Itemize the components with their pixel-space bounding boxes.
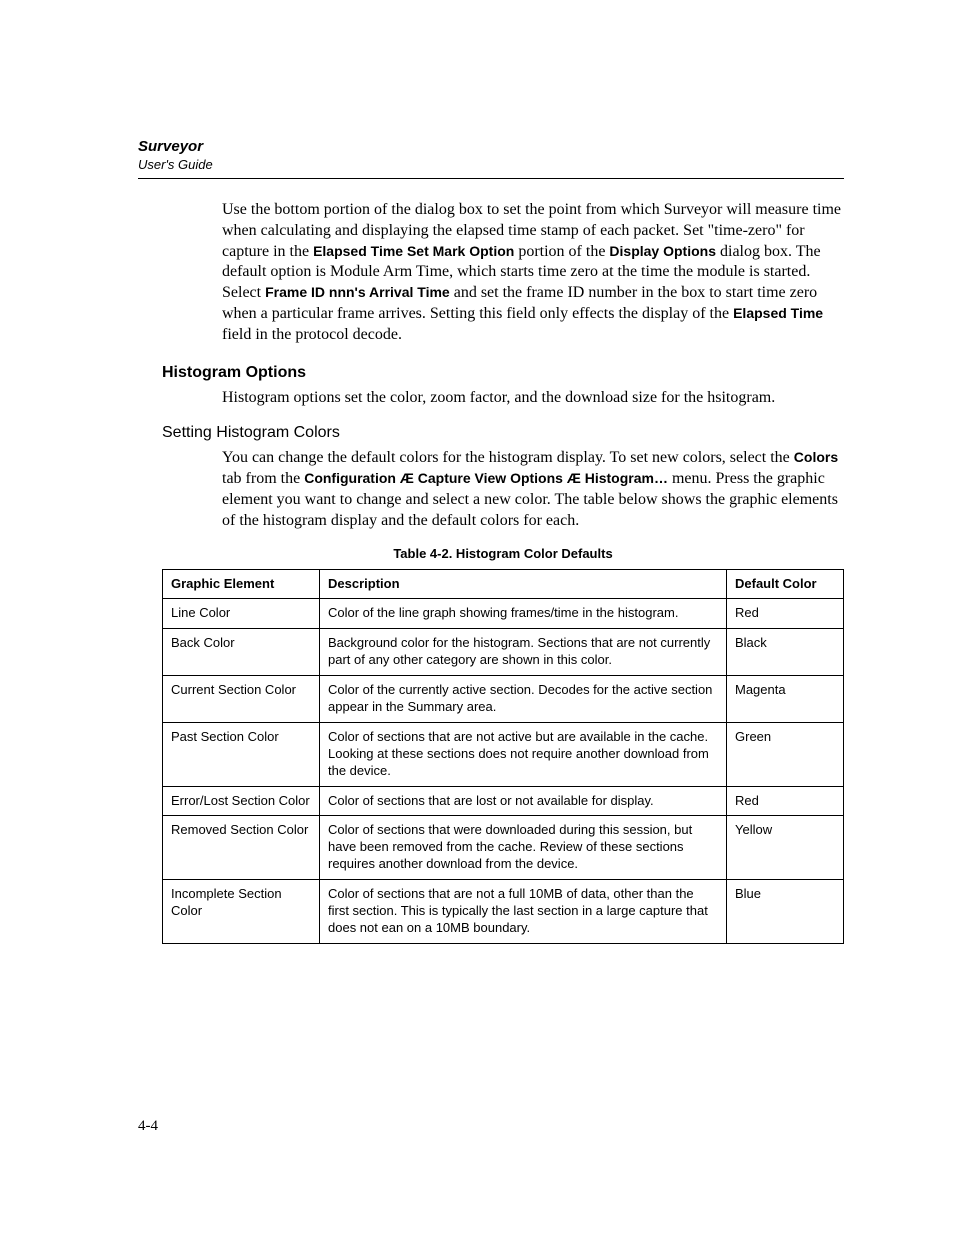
table-cell: Line Color [163,599,320,629]
table-cell: Color of sections that were downloaded d… [320,816,727,880]
table-cell: Incomplete Section Color [163,880,320,944]
ui-label-frame-id-arrival: Frame ID nnn's Arrival Time [265,284,450,300]
table-cell: Past Section Color [163,722,320,786]
ui-label-display-options: Display Options [609,243,716,259]
paragraph-elapsed-time: Use the bottom portion of the dialog box… [222,200,844,346]
table-cell: Red [727,599,844,629]
table-caption: Table 4-2. Histogram Color Defaults [162,546,844,561]
table-header-row: Graphic Element Description Default Colo… [163,569,844,599]
table-body: Line ColorColor of the line graph showin… [163,599,844,943]
text-run: You can change the default colors for th… [222,449,794,466]
table-row: Incomplete Section ColorColor of section… [163,880,844,944]
table-cell: Current Section Color [163,676,320,723]
table-cell: Error/Lost Section Color [163,786,320,816]
heading-histogram-options: Histogram Options [162,364,844,382]
table-cell: Color of the line graph showing frames/t… [320,599,727,629]
table-cell: Background color for the histogram. Sect… [320,629,727,676]
table-row: Back ColorBackground color for the histo… [163,629,844,676]
ui-label-elapsed-time-field: Elapsed Time [733,305,823,321]
table-row: Past Section ColorColor of sections that… [163,722,844,786]
table-cell: Black [727,629,844,676]
table-cell: Removed Section Color [163,816,320,880]
table-cell: Magenta [727,676,844,723]
doc-title: Surveyor [138,138,844,155]
page-number: 4-4 [138,1118,158,1135]
table-cell: Color of sections that are not active bu… [320,722,727,786]
table-cell: Yellow [727,816,844,880]
running-header: Surveyor User's Guide [138,138,844,179]
table-cell: Color of the currently active section. D… [320,676,727,723]
table-row: Line ColorColor of the line graph showin… [163,599,844,629]
page: Surveyor User's Guide Use the bottom por… [0,0,954,1235]
ui-label-colors-tab: Colors [794,449,838,465]
paragraph-setting-colors: You can change the default colors for th… [222,448,844,531]
ui-menu-path: Configuration Æ Capture View Options Æ H… [304,470,668,486]
table-row: Current Section ColorColor of the curren… [163,676,844,723]
table-cell: Color of sections that are not a full 10… [320,880,727,944]
table-cell: Green [727,722,844,786]
table-cell: Blue [727,880,844,944]
text-run: portion of the [514,243,609,260]
table-cell: Back Color [163,629,320,676]
heading-setting-colors: Setting Histogram Colors [162,424,844,442]
ui-label-elapsed-time-set-mark: Elapsed Time Set Mark Option [313,243,514,259]
header-rule [138,178,844,179]
table-cell: Red [727,786,844,816]
content-area: Use the bottom portion of the dialog box… [138,200,844,944]
table-row: Removed Section ColorColor of sections t… [163,816,844,880]
paragraph-histogram-intro: Histogram options set the color, zoom fa… [222,388,844,409]
table-row: Error/Lost Section ColorColor of section… [163,786,844,816]
col-header-description: Description [320,569,727,599]
table-cell: Color of sections that are lost or not a… [320,786,727,816]
text-run: field in the protocol decode. [222,326,402,343]
col-header-graphic-element: Graphic Element [163,569,320,599]
col-header-default-color: Default Color [727,569,844,599]
doc-subtitle: User's Guide [138,157,844,172]
histogram-color-defaults-table: Graphic Element Description Default Colo… [162,569,844,944]
text-run: tab from the [222,470,304,487]
